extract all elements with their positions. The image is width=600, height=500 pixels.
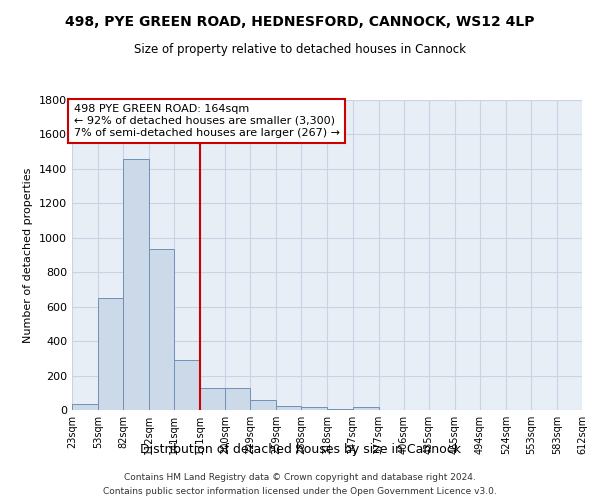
Bar	[123, 158, 149, 410]
Text: Contains public sector information licensed under the Open Government Licence v3: Contains public sector information licen…	[103, 488, 497, 496]
Text: Contains HM Land Registry data © Crown copyright and database right 2024.: Contains HM Land Registry data © Crown c…	[124, 472, 476, 482]
Y-axis label: Number of detached properties: Number of detached properties	[23, 168, 34, 342]
Bar	[353, 408, 379, 410]
Text: 498, PYE GREEN ROAD, HEDNESFORD, CANNOCK, WS12 4LP: 498, PYE GREEN ROAD, HEDNESFORD, CANNOCK…	[65, 15, 535, 29]
Bar	[200, 388, 225, 410]
Bar	[277, 406, 301, 410]
Bar	[98, 298, 123, 410]
Bar	[225, 388, 250, 410]
Bar	[174, 360, 200, 410]
Bar	[149, 249, 174, 410]
Bar	[72, 404, 98, 410]
Text: 498 PYE GREEN ROAD: 164sqm
← 92% of detached houses are smaller (3,300)
7% of se: 498 PYE GREEN ROAD: 164sqm ← 92% of deta…	[74, 104, 340, 138]
Text: Distribution of detached houses by size in Cannock: Distribution of detached houses by size …	[139, 442, 461, 456]
Bar	[328, 409, 353, 410]
Text: Size of property relative to detached houses in Cannock: Size of property relative to detached ho…	[134, 42, 466, 56]
Bar	[250, 400, 277, 410]
Bar	[301, 408, 328, 410]
